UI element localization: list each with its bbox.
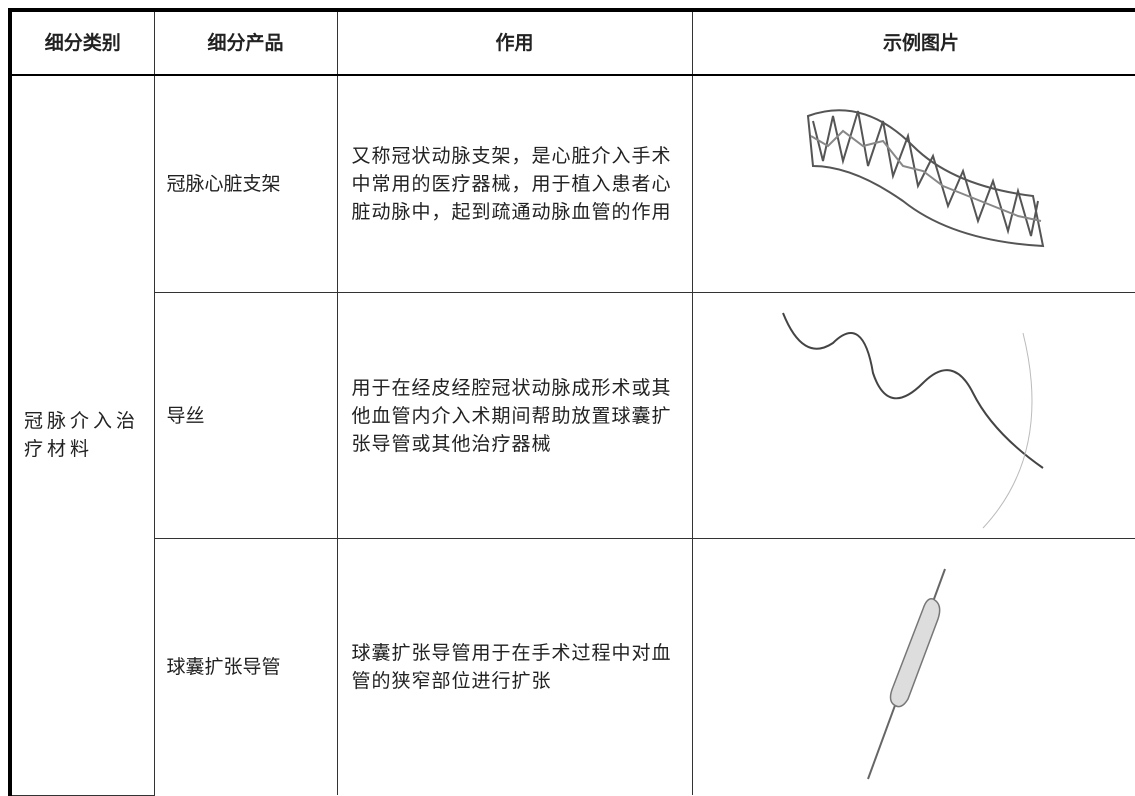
table-row: 导丝 用于在经皮经腔冠状动脉成形术或其他血管内介入术期间帮助放置球囊扩张导管或其… bbox=[10, 293, 1135, 539]
product-cell: 导丝 bbox=[154, 293, 337, 539]
product-table: 细分类别 细分产品 作用 示例图片 冠脉介入治疗材料 冠脉心脏支架 又称冠状动脉… bbox=[8, 8, 1135, 796]
header-cell: 作用 bbox=[337, 10, 692, 75]
image-cell bbox=[692, 539, 1135, 796]
header-cell: 示例图片 bbox=[692, 10, 1135, 75]
category-cell: 冠脉介入治疗材料 bbox=[10, 75, 154, 795]
balloon-catheter-image bbox=[693, 539, 1135, 787]
header-row: 细分类别 细分产品 作用 示例图片 bbox=[10, 10, 1135, 75]
stent-image bbox=[693, 76, 1135, 284]
header-cell: 细分类别 bbox=[10, 10, 154, 75]
product-cell: 球囊扩张导管 bbox=[154, 539, 337, 796]
table-row: 球囊扩张导管 球囊扩张导管用于在手术过程中对血管的狭窄部位进行扩张 bbox=[10, 539, 1135, 796]
function-cell: 用于在经皮经腔冠状动脉成形术或其他血管内介入术期间帮助放置球囊扩张导管或其他治疗… bbox=[337, 293, 692, 539]
function-cell: 又称冠状动脉支架，是心脏介入手术中常用的医疗器械，用于植入患者心脏动脉中，起到疏… bbox=[337, 75, 692, 293]
table-row: 冠脉介入治疗材料 冠脉心脏支架 又称冠状动脉支架，是心脏介入手术中常用的医疗器械… bbox=[10, 75, 1135, 293]
image-cell bbox=[692, 75, 1135, 293]
product-cell: 冠脉心脏支架 bbox=[154, 75, 337, 293]
image-cell bbox=[692, 293, 1135, 539]
page: 细分类别 细分产品 作用 示例图片 冠脉介入治疗材料 冠脉心脏支架 又称冠状动脉… bbox=[0, 0, 1135, 767]
function-cell: 球囊扩张导管用于在手术过程中对血管的狭窄部位进行扩张 bbox=[337, 539, 692, 796]
header-cell: 细分产品 bbox=[154, 10, 337, 75]
guidewire-image bbox=[693, 293, 1135, 530]
